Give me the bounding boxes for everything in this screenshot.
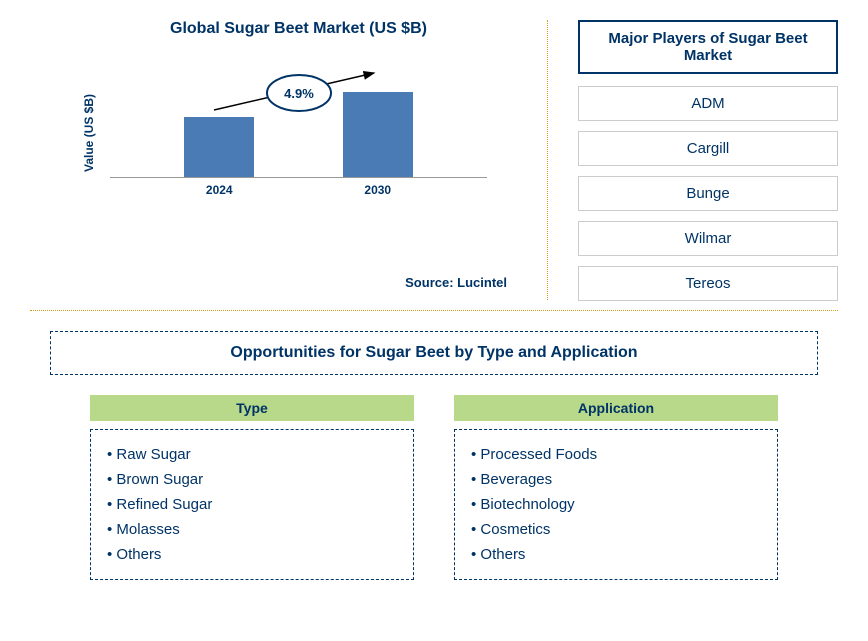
type-header: Type xyxy=(90,395,414,421)
player-item: Cargill xyxy=(578,131,838,166)
bar-2024 xyxy=(184,117,254,177)
list-item: • Beverages xyxy=(471,467,761,492)
type-list: • Raw Sugar • Brown Sugar • Refined Suga… xyxy=(90,429,414,580)
players-area: Major Players of Sugar Beet Market ADM C… xyxy=(548,20,838,300)
list-item: • Biotechnology xyxy=(471,492,761,517)
player-item: ADM xyxy=(578,86,838,121)
player-item: Tereos xyxy=(578,266,838,301)
source-text: Source: Lucintel xyxy=(405,275,507,290)
list-item: • Others xyxy=(471,542,761,567)
growth-rate-text: 4.9% xyxy=(284,86,314,101)
y-axis-label: Value (US $B) xyxy=(82,94,96,172)
application-column: Application • Processed Foods • Beverage… xyxy=(454,395,778,580)
chart-area: Global Sugar Beet Market (US $B) Value (… xyxy=(30,20,548,300)
application-list: • Processed Foods • Beverages • Biotechn… xyxy=(454,429,778,580)
list-item: • Cosmetics xyxy=(471,517,761,542)
chart-body: Value (US $B) 4.9% xyxy=(110,58,487,208)
list-item: • Processed Foods xyxy=(471,442,761,467)
top-section: Global Sugar Beet Market (US $B) Value (… xyxy=(30,20,838,300)
type-column: Type • Raw Sugar • Brown Sugar • Refined… xyxy=(90,395,414,580)
list-item: • Others xyxy=(107,542,397,567)
opportunities-lists: Type • Raw Sugar • Brown Sugar • Refined… xyxy=(30,395,838,580)
growth-annotation: 4.9% xyxy=(229,68,369,123)
x-label-0: 2024 xyxy=(184,183,254,197)
list-item: • Raw Sugar xyxy=(107,442,397,467)
application-header: Application xyxy=(454,395,778,421)
x-axis-labels: 2024 2030 xyxy=(110,183,487,197)
players-title: Major Players of Sugar Beet Market xyxy=(578,20,838,74)
list-item: • Molasses xyxy=(107,517,397,542)
x-label-1: 2030 xyxy=(343,183,413,197)
opportunities-title: Opportunities for Sugar Beet by Type and… xyxy=(50,331,818,375)
chart-plot: 4.9% xyxy=(110,58,487,178)
list-item: • Brown Sugar xyxy=(107,467,397,492)
list-item: • Refined Sugar xyxy=(107,492,397,517)
horizontal-divider xyxy=(30,310,838,311)
player-item: Wilmar xyxy=(578,221,838,256)
chart-title: Global Sugar Beet Market (US $B) xyxy=(70,20,527,38)
player-item: Bunge xyxy=(578,176,838,211)
